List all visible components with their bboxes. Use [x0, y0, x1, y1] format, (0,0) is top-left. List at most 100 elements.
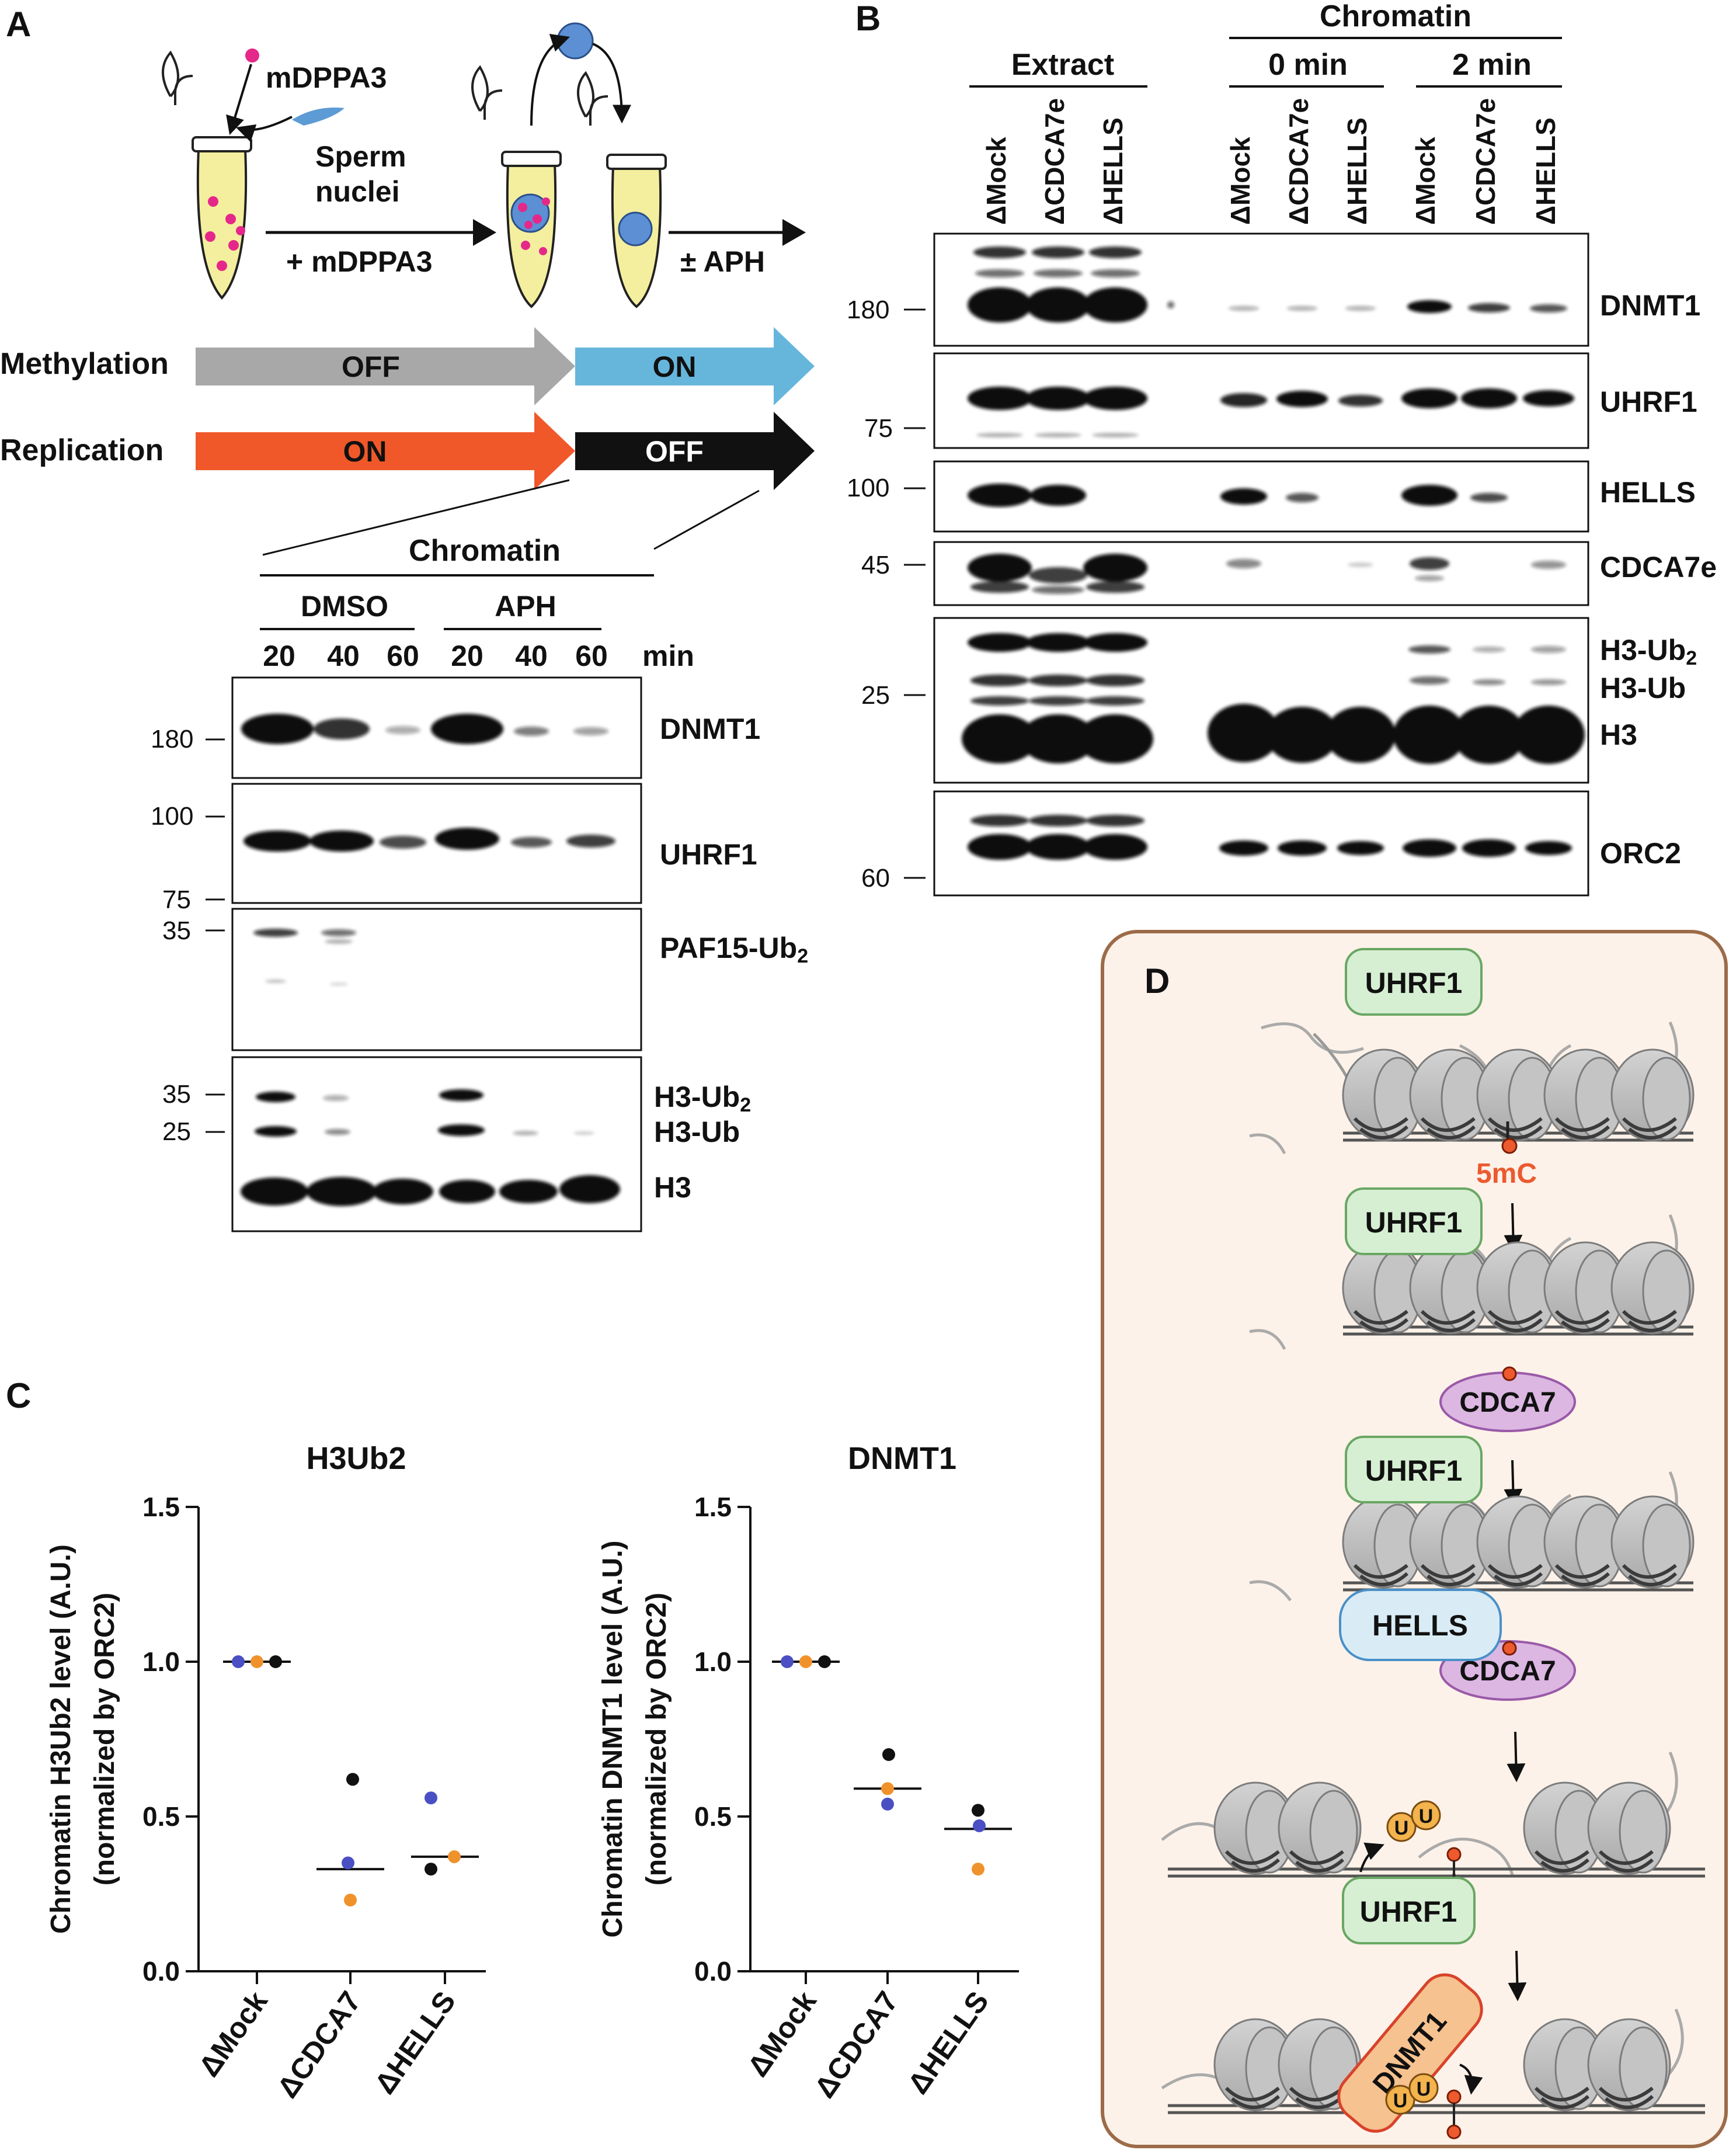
data-point: [448, 1850, 461, 1863]
data-point: [425, 1863, 437, 1876]
replication-on-arrow: [196, 412, 575, 490]
data-point: [818, 1655, 831, 1668]
data-point: [972, 1863, 984, 1876]
svg-text:ΔCDCA7e: ΔCDCA7e: [1039, 98, 1070, 225]
svg-text:U: U: [1394, 1817, 1409, 1839]
svg-text:UHRF1: UHRF1: [660, 838, 757, 871]
svg-text:75: 75: [162, 885, 191, 914]
data-point: [232, 1655, 245, 1668]
methylation-label: Methylation: [0, 347, 169, 381]
y-tick-label: 1.0: [142, 1647, 180, 1677]
tube-1-icon: [162, 50, 252, 300]
svg-text:CDCA7e: CDCA7e: [1600, 551, 1717, 583]
panel-d: D 5mC UHRF1: [1101, 930, 1728, 2148]
tube-2-dots: [518, 197, 550, 255]
svg-text:75: 75: [864, 414, 893, 443]
svg-text:U: U: [1393, 2090, 1408, 2112]
5mc-mark: [1501, 1138, 1518, 1154]
group-aph: APH: [495, 590, 556, 623]
svg-text:180: 180: [151, 725, 193, 753]
svg-text:45: 45: [861, 551, 890, 579]
data-point: [799, 1655, 812, 1668]
sperm-arrow: [235, 116, 293, 143]
svg-text:ΔMock: ΔMock: [1225, 137, 1255, 225]
replication-off-arrow: [575, 412, 815, 490]
blot-b-h3: 25 H3-Ub2 H3-Ub H3: [861, 617, 1697, 784]
mdppa3-arrow: [226, 64, 252, 136]
t0-label: 0 min: [1268, 48, 1348, 82]
panel-a: A mDPPA3 Sperm nuclei + mDPPA3: [0, 5, 815, 1232]
svg-text:DNMT1: DNMT1: [1600, 289, 1700, 322]
chart-dnmt1: DNMT1 Chromatin DNMT1 level (A.U.) (normal…: [597, 1441, 1019, 2104]
svg-text:H3-Ub2: H3-Ub2: [1600, 634, 1697, 669]
svg-text:ΔMock: ΔMock: [1410, 137, 1441, 225]
x-tick-label: ΔCDCA7: [808, 1985, 904, 2104]
data-point: [346, 1773, 359, 1786]
svg-text:HELLS: HELLS: [1372, 1609, 1468, 1642]
svg-text:CDCA7: CDCA7: [1459, 1656, 1556, 1687]
uhrf1-box-1: [1345, 948, 1483, 1016]
blot-b-hells: 100 HELLS: [847, 460, 1696, 533]
methylation-on-label: ON: [653, 350, 697, 383]
sperm-icon: [292, 107, 345, 126]
step5-chromatin: DNMT1 U U: [1161, 1973, 1705, 2139]
blot-b-uhrf1: 75 UHRF1: [864, 352, 1697, 449]
x-tick-label: ΔHELLS: [902, 1985, 995, 2100]
svg-text:UHRF1: UHRF1: [1365, 1454, 1463, 1487]
chart-title: DNMT1: [848, 1441, 956, 1476]
svg-text:UHRF1: UHRF1: [1360, 1895, 1457, 1928]
sperm-label-2: nuclei: [315, 175, 399, 208]
nucleosome-icon: [1342, 1495, 1426, 1589]
data-point: [973, 1819, 986, 1832]
lane-a-1: 20: [263, 640, 295, 672]
x-tick-label: ΔMock: [741, 1985, 823, 2082]
uhrf1-box-2: [1345, 1187, 1483, 1255]
nucleosome-icon: [1610, 1495, 1695, 1589]
nucleosome-icon: [1213, 2018, 1297, 2111]
svg-text:25: 25: [162, 1117, 191, 1146]
panel-c: C H3Ub2 Chromatin H3Ub2 level (A.U.) (norm…: [6, 1376, 1019, 2104]
extract-label: Extract: [1011, 48, 1114, 82]
blot-b-orc2: 60 ORC2: [861, 790, 1681, 897]
svg-text:H3-Ub2: H3-Ub2: [654, 1081, 751, 1116]
lane-a-5: 40: [515, 640, 548, 672]
svg-text:UHRF1: UHRF1: [1365, 967, 1463, 999]
methylation-on-arrow: [575, 327, 815, 405]
x-tick-label: ΔCDCA7: [271, 1985, 367, 2104]
nucleosome-icon: [1476, 1048, 1560, 1142]
step3-chromatin: UHRF1 CDCA7 HELLS: [1249, 1436, 1695, 1701]
panel-d-letter: D: [1144, 961, 1170, 1001]
svg-text:HELLS: HELLS: [1600, 476, 1696, 509]
lane-a-6: 60: [575, 640, 608, 672]
panel-c-letter: C: [6, 1376, 31, 1415]
y-axis-label-2: (normalized by ORC2): [89, 1593, 120, 1885]
blot-b-dnmt1: 180 DNMT1: [847, 232, 1700, 347]
svg-text:100: 100: [847, 474, 889, 502]
tube-3-nucleus: [618, 211, 653, 246]
svg-text:U: U: [1417, 2078, 1431, 2100]
svg-text:PAF15-Ub2: PAF15-Ub2: [660, 932, 808, 967]
data-point: [344, 1894, 357, 1907]
nucleosome-icon: [1587, 1781, 1671, 1875]
lane-labels-a: 20 40 60 20 40 60 min: [263, 640, 694, 672]
sperm-label-1: Sperm: [315, 140, 406, 173]
5mc-label: 5mC: [1476, 1158, 1537, 1189]
blot-a-dnmt1: 180 DNMT1: [151, 676, 760, 779]
ub-icon-3: [1385, 2085, 1415, 2115]
group-dmso: DMSO: [301, 590, 388, 623]
ub-icon-4: [1408, 2073, 1439, 2103]
y-axis-label-2: (normalized by ORC2): [641, 1593, 672, 1885]
step4-chromatin: U U UHRF1: [1161, 1752, 1705, 1944]
ub-icon-1: [1386, 1812, 1417, 1842]
blot-a-uhrf1: 100 75 UHRF1: [151, 783, 757, 914]
lane-a-3: 60: [387, 640, 419, 672]
tube-1-dots: [205, 196, 245, 271]
nucleosome-icon: [1543, 1241, 1627, 1335]
uhrf1-box-4: [1342, 1877, 1476, 1944]
svg-text:ΔHELLS: ΔHELLS: [1098, 117, 1128, 225]
blot-a-h3: 35 25 H3-Ub2 H3-Ub H3: [162, 1056, 751, 1232]
x-tick-label: ΔHELLS: [368, 1985, 462, 2100]
svg-text:H3-Ub: H3-Ub: [654, 1116, 740, 1148]
y-tick-label: 0.5: [694, 1801, 732, 1832]
data-point: [881, 1782, 894, 1795]
